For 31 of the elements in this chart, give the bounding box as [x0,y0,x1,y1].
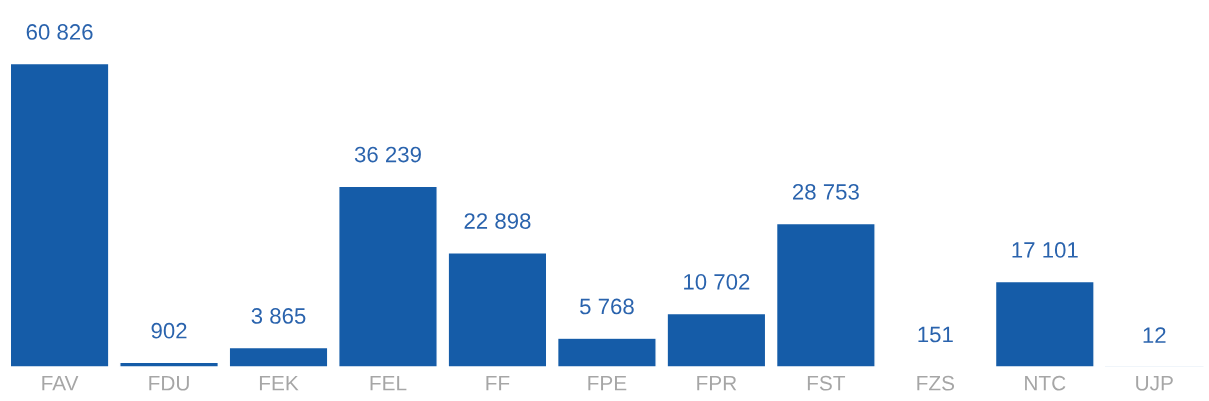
x-tick-label: FEK [259,376,299,391]
data-label: 5 768 [580,298,634,315]
x-tick-label: FF [486,376,510,391]
data-label: 12 [1143,327,1166,343]
x-tick-label: UJP [1136,376,1173,391]
x-tick-label: FPR [697,376,737,391]
bar [447,252,548,367]
bar [9,62,110,367]
bar [994,280,1095,367]
data-label: 22 898 [464,213,531,229]
data-label: 10 702 [684,273,750,290]
data-label: 36 239 [354,146,421,163]
bar [556,337,657,367]
x-tick-label: NTC [1025,375,1066,391]
x-tick-label: FDU [149,376,189,391]
data-label: 17 101 [1012,242,1078,258]
data-label: 28 753 [792,184,859,200]
x-tick-label: FST [807,375,846,391]
bar [119,361,219,367]
data-label: 902 [151,322,187,339]
bar [666,312,767,367]
x-tick-label: FZS [917,375,955,391]
data-label: 151 [918,326,953,343]
x-tick-label: FPE [588,376,627,391]
data-label: 3 865 [251,308,306,324]
bar [775,222,876,367]
x-tick-label: FAV [42,376,79,391]
data-label: 60 826 [26,24,93,40]
bar [338,185,438,367]
x-tick-label: FEL [370,376,407,391]
bar [228,346,329,367]
